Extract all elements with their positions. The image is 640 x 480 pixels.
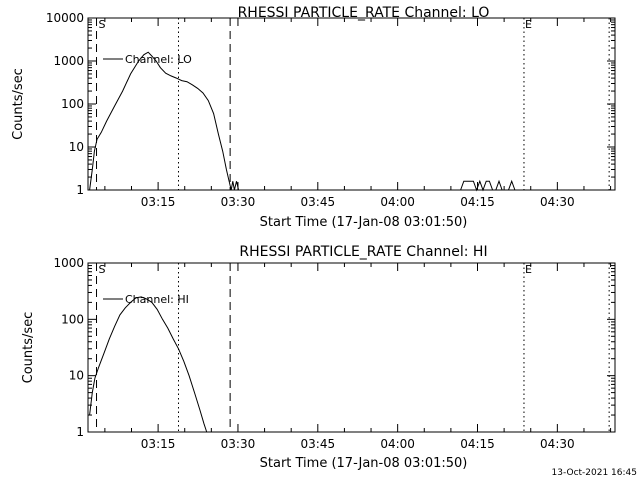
y-tick-label: 1000 <box>53 256 84 270</box>
x-tick-label: 03:15 <box>141 437 176 451</box>
y-tick-label: 1 <box>76 183 84 197</box>
x-tick-label: 03:30 <box>221 437 256 451</box>
legend-label: Channel: HI <box>125 293 189 306</box>
x-tick-label: 03:45 <box>301 195 336 209</box>
y-tick-label: 10 <box>69 140 84 154</box>
legend-label: Channel: LO <box>125 53 192 66</box>
panel-hi: RHESSI PARTICLE_RATE Channel: HI 1 10 100 10… <box>21 244 616 471</box>
plot-frame <box>87 17 616 191</box>
series-line-main <box>89 51 240 191</box>
y-tick-label: 100 <box>61 312 84 326</box>
series-line-late <box>460 179 516 192</box>
x-axis-label: Start Time (17-Jan-08 03:01:50) <box>260 456 468 471</box>
panel-lo: RHESSI PARTICLE_RATE Channel: LO 1 10 100 10… <box>11 5 616 230</box>
x-axis-label: Start Time (17-Jan-08 03:01:50) <box>260 215 468 230</box>
chart-title: RHESSI PARTICLE_RATE Channel: HI <box>239 244 487 260</box>
end-marker: E <box>525 263 532 276</box>
y-tick-label: 1000 <box>53 54 84 68</box>
x-tick-label: 04:30 <box>540 195 575 209</box>
y-tick-label: 10 <box>69 369 84 383</box>
y-axis-label: Counts/sec <box>21 312 36 384</box>
end-marker: E <box>525 18 532 31</box>
y-tick-label: 1 <box>76 425 84 439</box>
start-marker: S <box>99 263 106 276</box>
y-tick-label: 10000 <box>46 11 84 25</box>
y-axis-label: Counts/sec <box>11 68 26 140</box>
x-tick-label: 04:30 <box>540 437 575 451</box>
series-line-main <box>89 296 208 433</box>
plot-frame <box>87 262 616 433</box>
timestamp-footer: 13-Oct-2021 16:45 <box>552 468 637 478</box>
x-tick-label: 04:15 <box>460 195 495 209</box>
y-tick-label: 100 <box>61 97 84 111</box>
x-tick-label: 03:15 <box>141 195 176 209</box>
x-tick-label: 04:00 <box>380 195 415 209</box>
x-tick-label: 03:45 <box>301 437 336 451</box>
x-tick-label: 04:00 <box>380 437 415 451</box>
x-tick-label: 04:15 <box>460 437 495 451</box>
start-marker: S <box>99 18 106 31</box>
chart-title: RHESSI PARTICLE_RATE Channel: LO <box>238 5 490 21</box>
x-tick-label: 03:30 <box>221 195 256 209</box>
